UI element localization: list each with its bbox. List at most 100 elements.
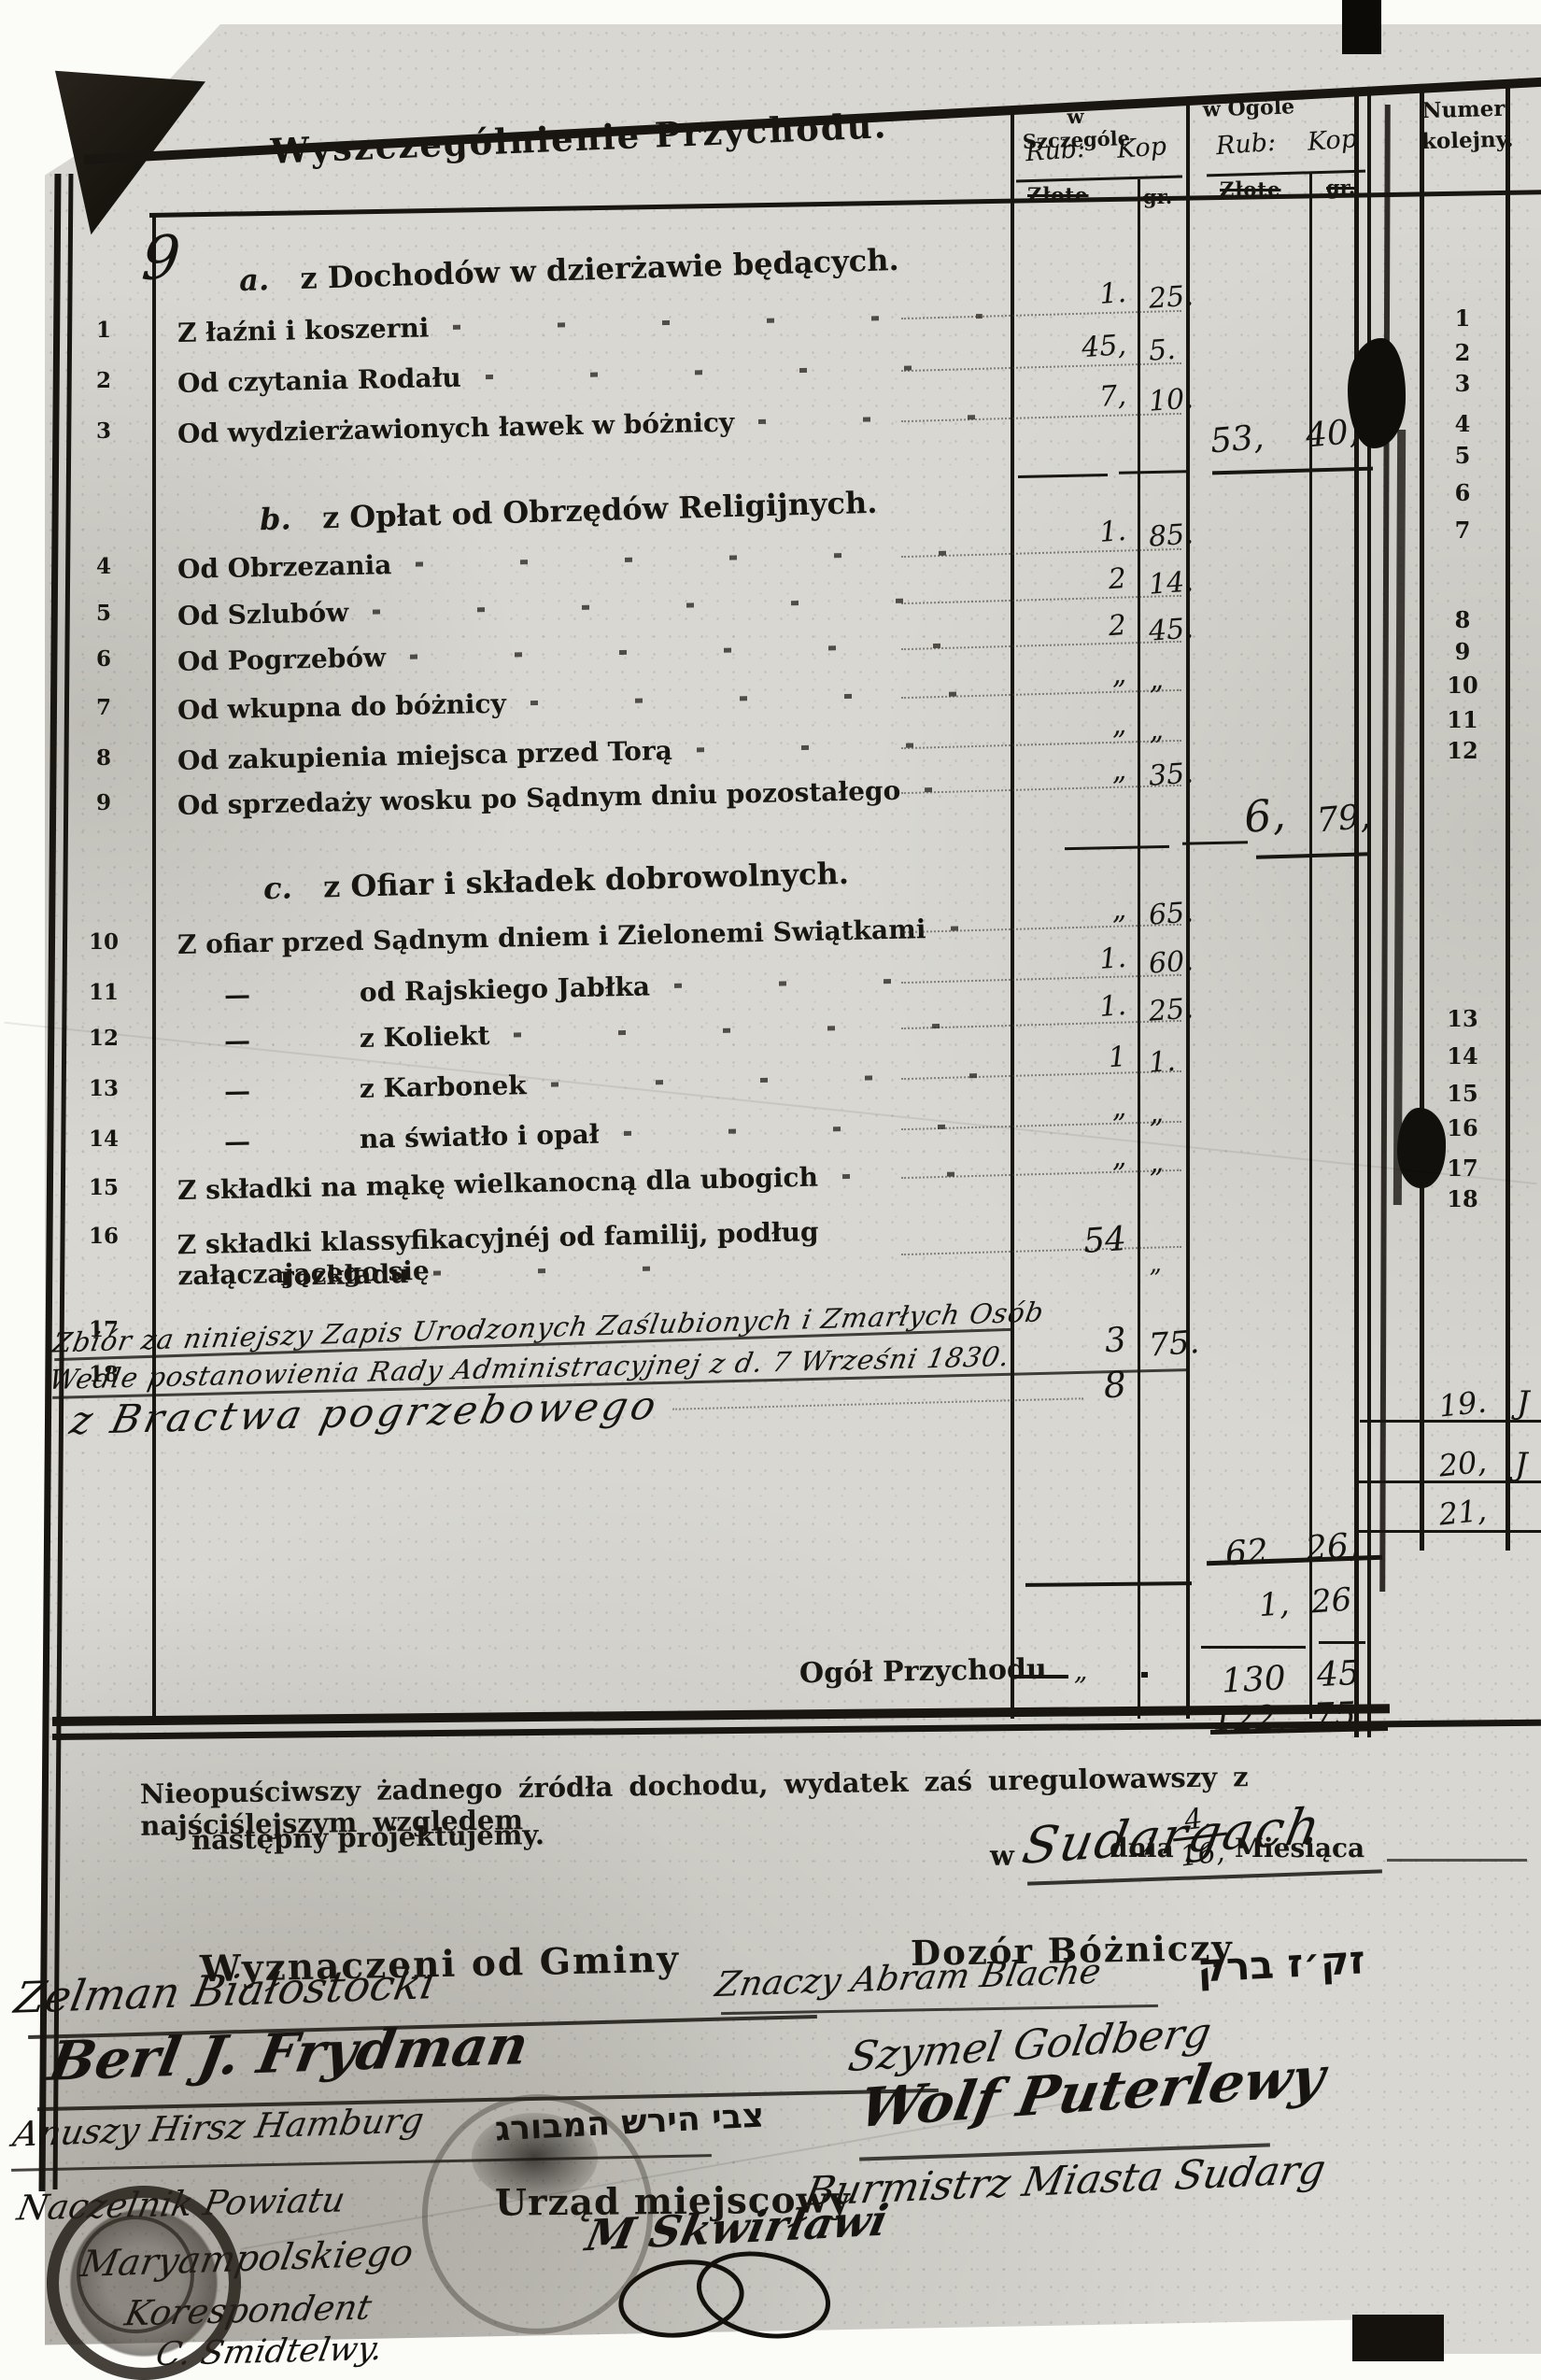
scan-edge-top (0, 0, 1541, 24)
col-line-detail-left (1011, 108, 1014, 1719)
col-line-double-b (1367, 92, 1371, 1737)
faint-stamp-smudge (472, 2113, 598, 2202)
numer-number: 18 (1447, 1185, 1478, 1212)
numer-number: 10 (1447, 672, 1478, 699)
date-line (1387, 1859, 1527, 1862)
row-label: z Koliekt (359, 1020, 490, 1054)
value-kop: 75. (1147, 1323, 1201, 1365)
margin-column-line (152, 217, 156, 1719)
row-dash: — (223, 1025, 251, 1056)
section-a-total-kop: 40, (1304, 412, 1361, 456)
grand-total-dot (1141, 1672, 1148, 1678)
total-rule-2b (1319, 1641, 1365, 1644)
margin-number: 1 (95, 318, 111, 343)
numer-number: 6 (1454, 479, 1471, 506)
ink-blob-2 (1397, 1108, 1446, 1188)
numer-number: 11 (1447, 706, 1478, 733)
section-b-total-rub: 6, (1241, 787, 1288, 843)
numer-number: 13 (1447, 1005, 1478, 1032)
col-line-detail-divider (1138, 179, 1140, 1719)
margin-number: 14 (88, 1126, 119, 1152)
currency-rub-hw-1: Rub: (1024, 134, 1087, 168)
ink-blob-1 (1348, 338, 1406, 448)
leader-dashes (373, 596, 983, 615)
currency-zlote-struck-1: Złote (1027, 183, 1089, 206)
scan-edge-left (0, 0, 45, 2380)
currency-zlote-struck-2: Złote (1220, 177, 1281, 201)
row-label: od Rajskiego Jabłka (359, 970, 651, 1008)
value-kop: 45. (1147, 612, 1195, 648)
row-label: na światło i opał (359, 1118, 600, 1155)
value-kop: 25. (1147, 279, 1195, 316)
total-rule-2a (1201, 1646, 1306, 1649)
column-header-general: w Ogóle (1202, 94, 1295, 122)
numer-tail-mark: J (1517, 1384, 1530, 1422)
grand-total-label: Ogół Przychodu (799, 1652, 1048, 1691)
total-line2-kop: 26 (1309, 1580, 1353, 1622)
miesiaca-label: Miesiąca (1235, 1833, 1365, 1863)
row-label: Od Szlubów (177, 597, 349, 631)
leader-dashes (410, 642, 983, 659)
col-line-double-a (1354, 92, 1359, 1737)
col-line-general-left (1186, 101, 1190, 1719)
value-rub: 54 (1082, 1219, 1128, 1262)
column-header-numer-1: Numer (1421, 95, 1506, 124)
value-kop: 14. (1147, 565, 1195, 602)
value-kop: „ (1147, 662, 1165, 697)
row-label: rozkładu (279, 1258, 409, 1292)
value-kop: „ (1147, 713, 1165, 747)
numer-number: 5 (1454, 442, 1471, 469)
numer-row-line (1360, 1420, 1541, 1423)
dnia-label: dnia (1110, 1833, 1174, 1863)
total-line3-rub: 130 (1220, 1659, 1287, 1701)
margin-number: 2 (95, 368, 111, 393)
value-kop: „ (1147, 1145, 1165, 1180)
value-kop: 65. (1147, 896, 1195, 932)
official-seal-inner-ring (77, 2216, 194, 2333)
grand-total-ditto: „ (1074, 1655, 1088, 1686)
row-dash: — (223, 1126, 251, 1157)
margin-number: 9 (95, 790, 111, 815)
currency-kop-hw-1: Kop (1115, 132, 1168, 164)
ink-mark-top-right (1342, 0, 1381, 54)
row-label: Od czytania Rodału (177, 361, 461, 399)
margin-number: 5 (95, 601, 111, 626)
date-denominator: 16, (1178, 1835, 1227, 1874)
margin-number: 12 (88, 1026, 119, 1051)
margin-number: 8 (95, 745, 111, 771)
total-line2-rub: 1, (1257, 1584, 1291, 1625)
numer-number: 7 (1454, 517, 1471, 544)
numer-number: 14 (1447, 1042, 1478, 1070)
numer-number: 16 (1447, 1114, 1478, 1141)
section-a-letter: a. (238, 262, 270, 299)
col-line-general-divider (1309, 174, 1312, 1719)
value-rub: 3 (1103, 1320, 1128, 1361)
section-b-total-kop: 79, (1315, 797, 1372, 841)
leader-dashes (432, 1264, 734, 1276)
numer-number: 2 (1454, 339, 1471, 366)
leader-dashes (623, 1123, 983, 1137)
numer-number: 1 (1454, 305, 1471, 332)
currency-rub-hw-2: Rub: (1214, 127, 1278, 162)
leader-dashes (485, 363, 983, 380)
numer-number: 3 (1454, 370, 1471, 397)
numer-column-right-line (1506, 80, 1510, 1551)
row-label: Od Pogrzebów (177, 642, 387, 677)
value-kop: 25. (1147, 992, 1195, 1028)
row-dash: — (223, 1075, 251, 1107)
leader-dashes (416, 549, 983, 567)
grand-total-dash (1014, 1675, 1068, 1679)
row-label: Z łaźni i koszerni (177, 312, 430, 348)
row-label: Od Obrzezania (177, 549, 392, 585)
margin-number: 17 (88, 1317, 119, 1342)
numer-number: 8 (1454, 606, 1471, 633)
margin-number: 15 (88, 1175, 119, 1200)
paper-sheet (43, 24, 1541, 2361)
value-kop: 35. (1147, 757, 1195, 793)
numer-column-left-line (1420, 86, 1424, 1551)
numer-number: 4 (1454, 410, 1471, 437)
margin-number: 6 (95, 646, 111, 672)
section-a-total-rub: 53, (1209, 418, 1265, 461)
row-label: z Karbonek (359, 1070, 527, 1104)
section-b-letter: b. (259, 501, 292, 538)
